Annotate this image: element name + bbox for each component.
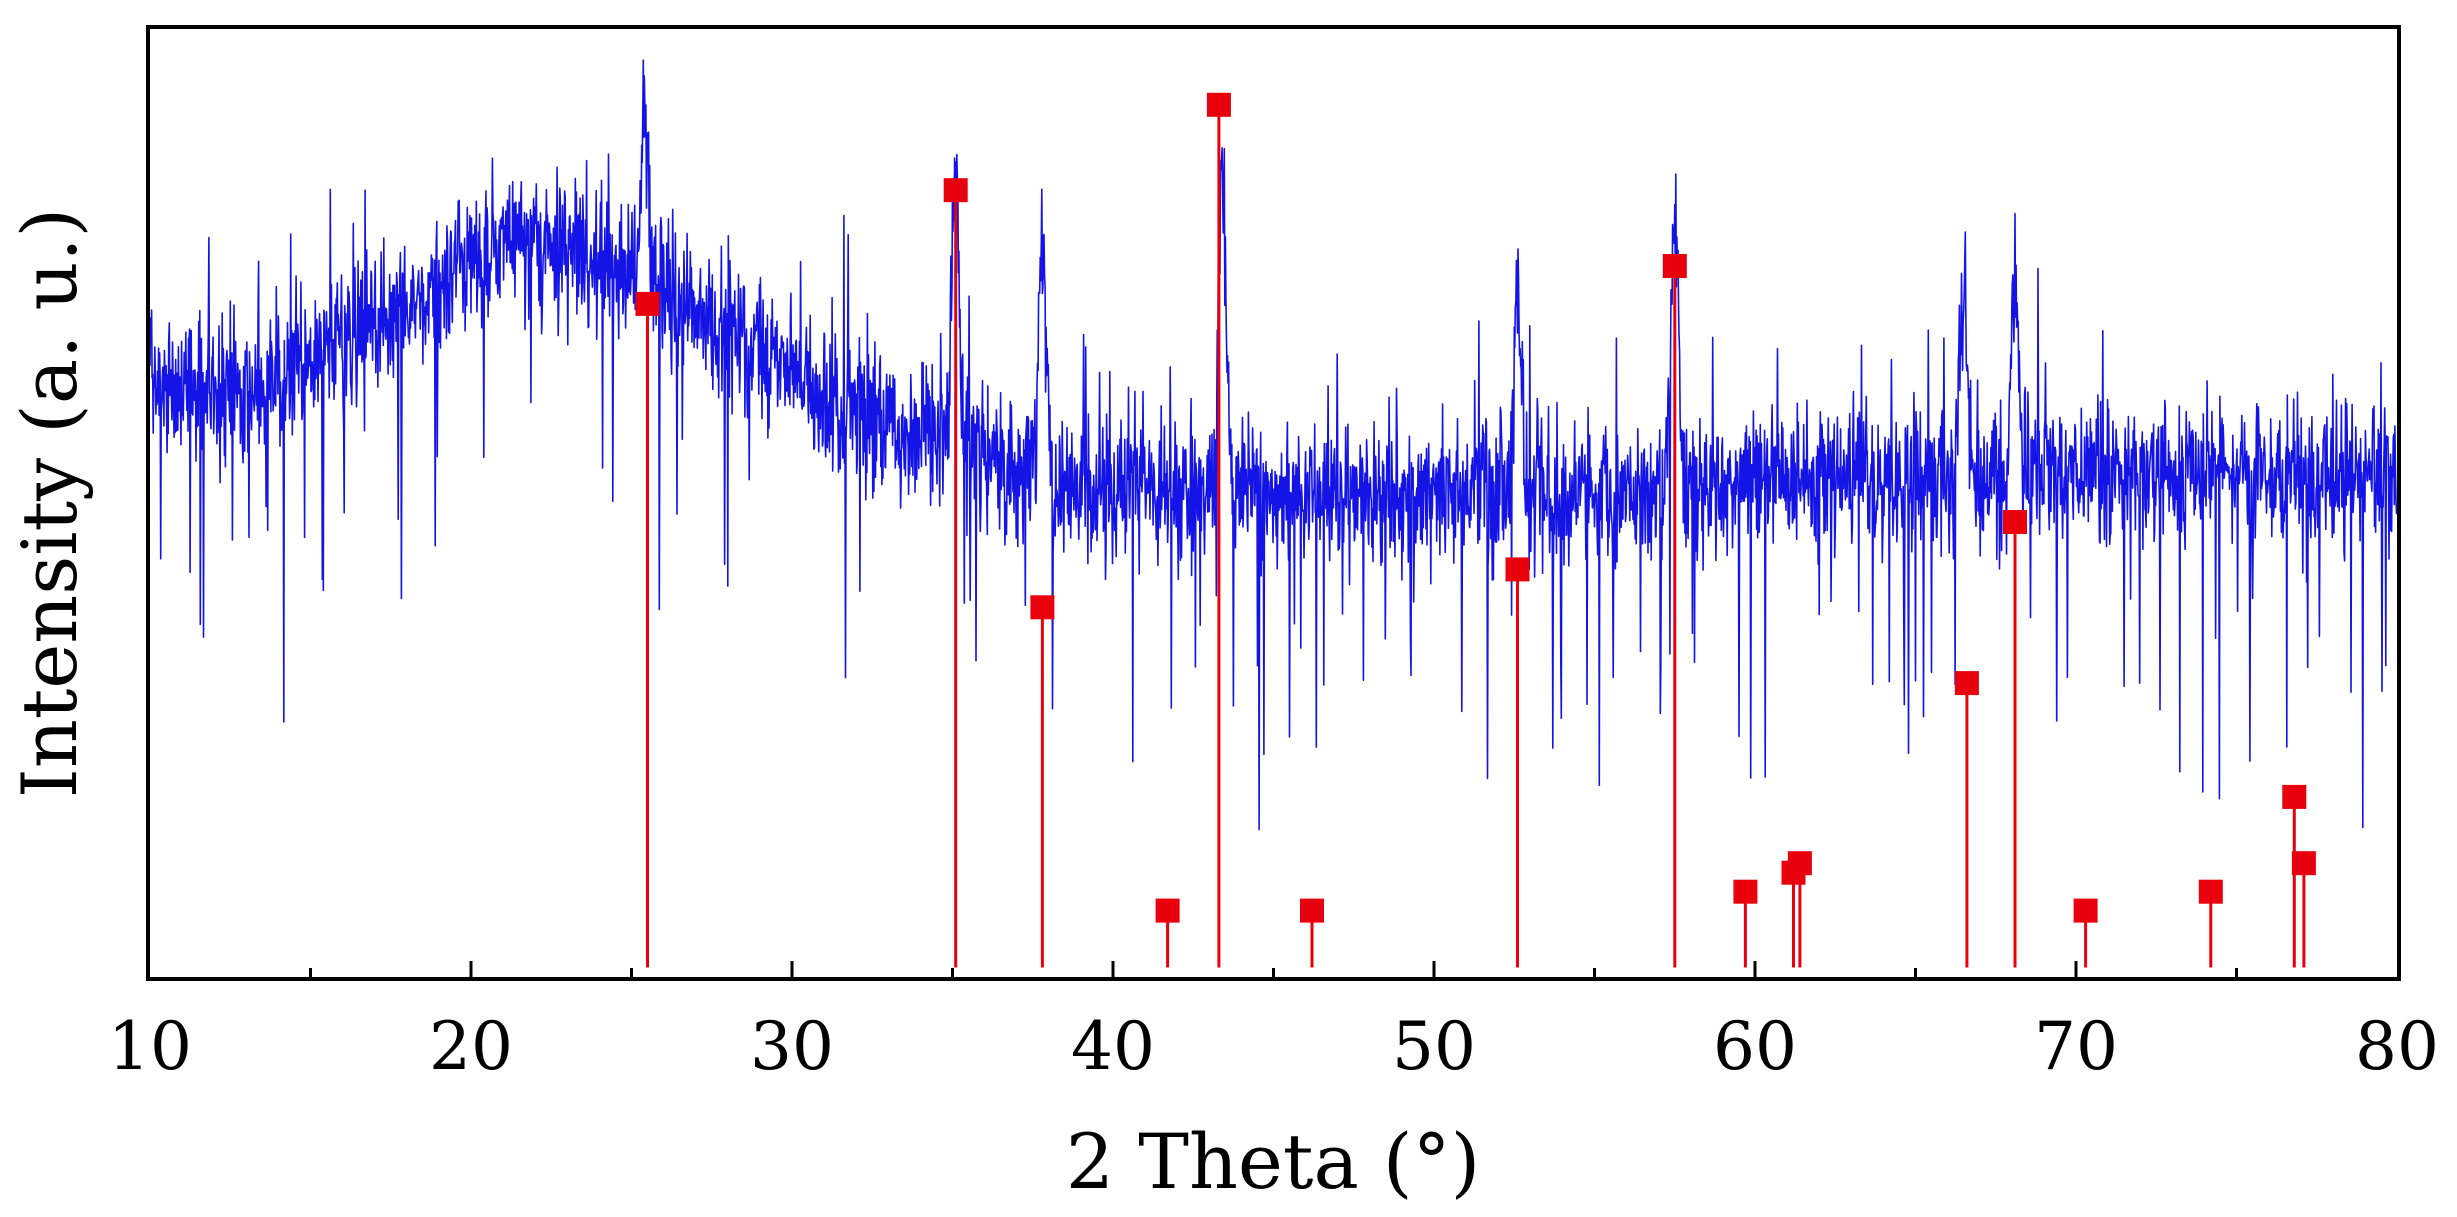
- x-tick-label-80: 80: [2355, 1008, 2439, 1085]
- reference-marker-7: [1505, 557, 1530, 582]
- x-tick-label-70: 70: [2034, 1008, 2118, 1085]
- x-tick-label-40: 40: [1071, 1008, 1155, 1085]
- x-tick-label-20: 20: [429, 1008, 513, 1085]
- reference-marker-1: [635, 291, 660, 316]
- reference-marker-17: [2291, 851, 2316, 876]
- x-tick-label-30: 30: [750, 1008, 834, 1085]
- x-axis-title: 2 Theta (°): [1066, 1117, 1480, 1206]
- reference-marker-2: [943, 178, 968, 203]
- plot-area: [149, 59, 2398, 968]
- plot-frame: [146, 25, 2401, 981]
- reference-marker-12: [1954, 671, 1979, 696]
- x-tick-label-10: 10: [108, 1008, 192, 1085]
- reference-marker-8: [1662, 254, 1687, 278]
- reference-marker-4: [1206, 92, 1231, 117]
- y-axis-title: Intensity (a. u.): [5, 208, 94, 798]
- x-tick-label-50: 50: [1392, 1008, 1476, 1085]
- reference-marker-13: [2003, 510, 2027, 534]
- x-tick-label-60: 60: [1713, 1008, 1797, 1085]
- reference-marker-9: [1733, 879, 1758, 904]
- reference-marker-6: [1300, 898, 1324, 923]
- x-axis: 10 20 30 40 50 60 70 80: [108, 961, 2439, 1085]
- diffraction-pattern-line: [149, 59, 2398, 831]
- reference-marker-15: [2198, 879, 2223, 904]
- reference-marker-11: [1787, 851, 1812, 876]
- reference-marker-3: [1030, 595, 1055, 620]
- reference-marker-5: [1155, 898, 1180, 923]
- reference-marker-16: [2282, 784, 2307, 809]
- reference-marker-14: [2073, 898, 2098, 923]
